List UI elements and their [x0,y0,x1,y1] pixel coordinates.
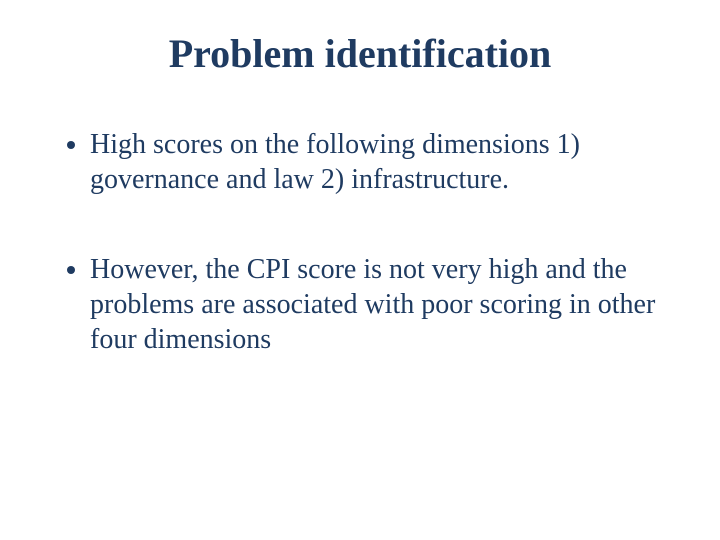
bullet-item: High scores on the following dimensions … [90,127,670,197]
bullet-list: High scores on the following dimensions … [50,127,670,357]
slide-title: Problem identification [50,30,670,77]
bullet-item: However, the CPI score is not very high … [90,252,670,357]
slide: Problem identification High scores on th… [0,0,720,540]
